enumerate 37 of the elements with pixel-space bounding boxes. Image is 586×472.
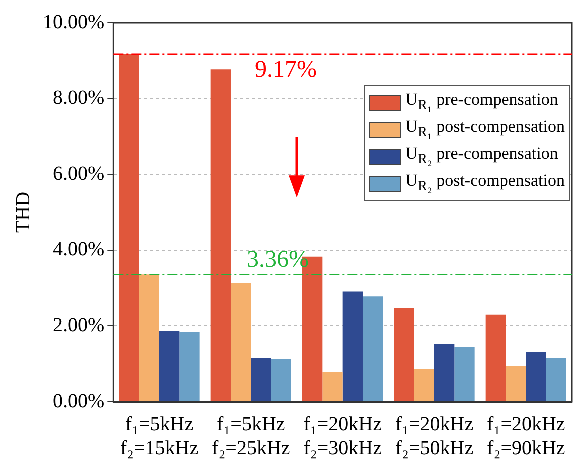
bar <box>394 308 414 402</box>
ref-line-label: 3.36% <box>246 246 309 273</box>
bar <box>322 372 343 402</box>
x-tick-label: f₁=5kHz f₂=15kHz <box>120 413 199 460</box>
bar <box>434 344 455 402</box>
bar <box>342 292 363 402</box>
bar <box>230 282 252 402</box>
x-tick-label: f₁=20kHz f₂=50kHz <box>395 413 474 460</box>
x-tick-label: f₁=5kHz f₂=25kHz <box>212 413 290 460</box>
y-axis-title: THD <box>12 192 34 234</box>
legend-label: U$_{R₁}$ post-compensation <box>406 117 565 142</box>
legend-label: U$_{R₂}$ post-compensation <box>406 171 565 196</box>
bar <box>454 347 475 402</box>
bar <box>526 352 546 402</box>
y-tick-label: 0.00% <box>52 390 105 412</box>
bar <box>159 331 180 402</box>
y-tick-label: 8.00% <box>52 87 105 110</box>
x-tick-label: f₁=20kHz f₂=90kHz <box>487 413 566 460</box>
bar <box>180 332 200 402</box>
y-tick-label: 10.00% <box>42 11 105 34</box>
bar <box>546 358 566 402</box>
bar <box>506 366 526 402</box>
bar <box>210 70 231 402</box>
legend-label: U$_{R₁}$ pre-compensation <box>406 90 558 115</box>
bar <box>139 274 160 402</box>
bar <box>271 360 292 402</box>
ref-line-label: 9.17% <box>254 56 317 83</box>
y-tick-label: 2.00% <box>52 314 105 336</box>
legend-label: U$_{R₂}$ pre-compensation <box>406 144 558 169</box>
y-tick-label: 6.00% <box>52 162 105 185</box>
y-tick-label: 4.00% <box>52 238 105 261</box>
bar <box>251 358 272 402</box>
bar <box>119 54 140 402</box>
bar <box>414 369 434 402</box>
x-tick-label: f₁=20kHz f₂=30kHz <box>304 413 382 460</box>
bar <box>362 296 384 402</box>
bar <box>486 314 506 402</box>
